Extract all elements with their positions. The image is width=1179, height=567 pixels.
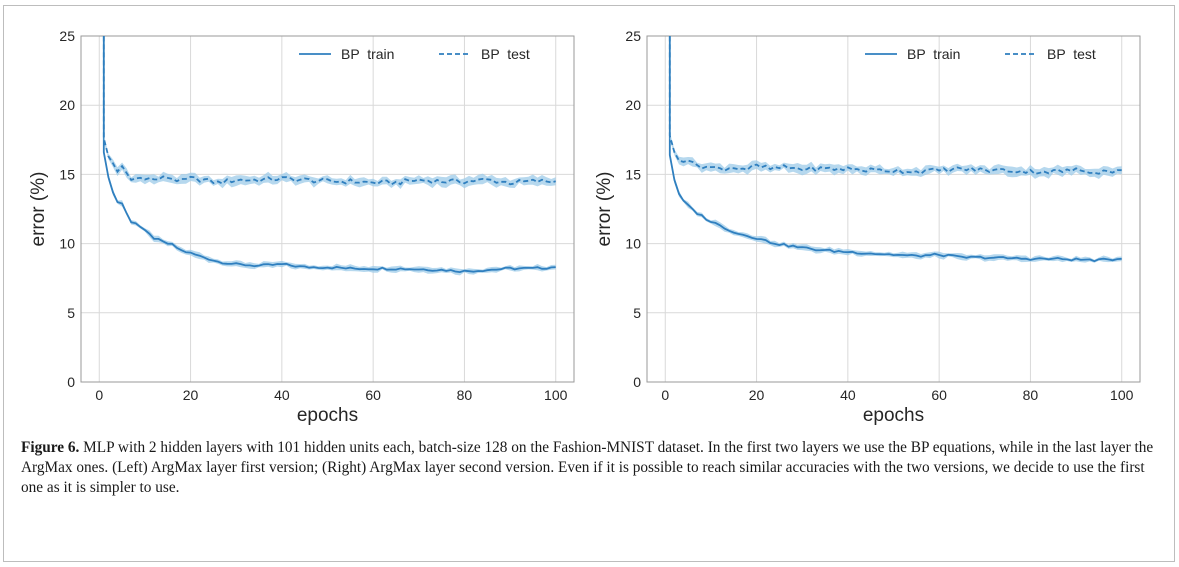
y-axis-label: error (%): [28, 172, 49, 247]
legend-label-test: BP test: [481, 46, 530, 62]
series-line-train: [102, 36, 556, 274]
x-tick-label: 20: [749, 387, 765, 403]
x-tick-label: 80: [457, 387, 473, 403]
x-axis-label: epochs: [863, 405, 924, 426]
y-tick-label: 25: [625, 28, 641, 44]
x-tick-label: 0: [95, 387, 103, 403]
x-tick-label: 60: [365, 387, 381, 403]
legend: BP train BP test: [299, 46, 530, 62]
y-tick-label: 10: [59, 236, 75, 252]
y-tick-label: 20: [59, 97, 75, 113]
series-band-train: [103, 36, 556, 276]
series-band-train: [669, 36, 1122, 263]
y-tick-label: 0: [67, 374, 75, 390]
legend-label-train: BP train: [341, 46, 394, 62]
legend-label-test: BP test: [1047, 46, 1096, 62]
y-tick-label: 15: [625, 166, 641, 182]
y-tick-label: 0: [633, 374, 641, 390]
plot-content: [668, 36, 1122, 263]
series-line-train: [668, 36, 1122, 263]
y-tick-label: 25: [59, 28, 75, 44]
y-axis-label: error (%): [594, 172, 615, 247]
x-tick-label: 20: [183, 387, 199, 403]
y-tick-label: 10: [625, 236, 641, 252]
chart-panel-left: 0 20 40 60 80 100 0 5 10 15 20 25 epochs error (%) BP …: [28, 28, 575, 426]
y-tick-label: 5: [633, 305, 641, 321]
caption-text: MLP with 2 hidden layers with 101 hidden…: [21, 439, 1154, 496]
x-tick-label: 0: [661, 387, 669, 403]
figure-frame: [3, 5, 1175, 562]
series-band-test: [103, 36, 556, 189]
caption-label: Figure 6.: [21, 439, 80, 456]
x-tick-label: 40: [274, 387, 290, 403]
x-axis-label: epochs: [297, 405, 358, 426]
x-tick-label: 40: [840, 387, 856, 403]
plot-content: [102, 36, 556, 276]
plot-area-border: [80, 35, 575, 383]
x-tick-label: 60: [931, 387, 947, 403]
legend-label-train: BP train: [907, 46, 960, 62]
y-tick-label: 5: [67, 305, 75, 321]
plot-area-border: [646, 35, 1141, 383]
series-line-test: [668, 36, 1122, 175]
chart-panel-right: 0 20 40 60 80 100 0 5 10 15 20 25 epochs error (%) BP …: [594, 28, 1141, 426]
series-band-test: [669, 36, 1122, 179]
x-tick-label: 100: [1110, 387, 1134, 403]
y-tick-label: 20: [625, 97, 641, 113]
series-line-test: [102, 36, 556, 186]
y-tick-label: 15: [59, 166, 75, 182]
x-tick-label: 100: [544, 387, 568, 403]
legend: BP train BP test: [865, 46, 1096, 62]
figure-caption: Figure 6. MLP with 2 hidden layers with …: [21, 438, 1156, 498]
x-tick-label: 80: [1023, 387, 1039, 403]
